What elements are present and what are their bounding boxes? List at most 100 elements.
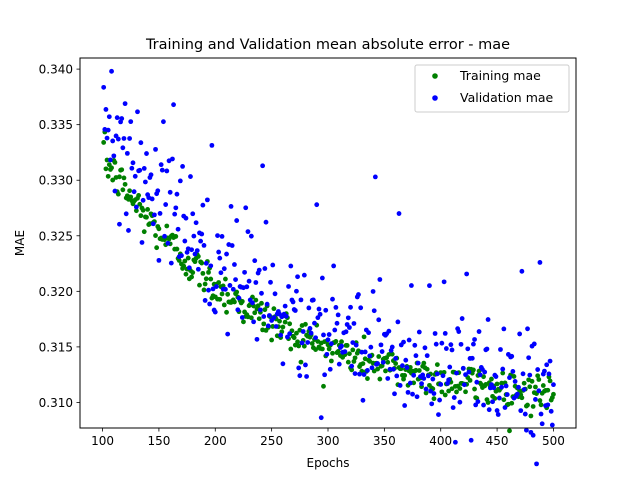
validation-mae-point bbox=[401, 339, 406, 345]
validation-mae-point bbox=[303, 362, 308, 368]
validation-mae-point bbox=[202, 298, 208, 303]
validation-mae-point bbox=[208, 263, 214, 269]
validation-mae-point bbox=[343, 329, 349, 335]
validation-mae-point bbox=[278, 332, 284, 338]
validation-mae-point bbox=[423, 386, 429, 392]
validation-mae-point bbox=[448, 342, 454, 348]
training-mae-point bbox=[361, 334, 367, 340]
training-mae-point bbox=[365, 376, 370, 381]
validation-mae-point bbox=[322, 372, 328, 378]
training-mae-point bbox=[467, 377, 473, 383]
validation-mae-point bbox=[392, 391, 397, 397]
validation-mae-point bbox=[345, 315, 351, 321]
training-mae-point bbox=[241, 319, 246, 325]
validation-mae-point bbox=[184, 249, 190, 255]
validation-mae-point bbox=[253, 280, 259, 285]
validation-mae-point bbox=[331, 263, 337, 269]
validation-mae-point bbox=[223, 286, 228, 292]
training-mae-point bbox=[217, 296, 223, 302]
validation-mae-point bbox=[437, 397, 442, 403]
x-axis: 100 150 200 250 300 350 400 450 500 bbox=[91, 428, 565, 448]
training-mae-point bbox=[383, 368, 388, 374]
validation-mae-point bbox=[530, 432, 536, 438]
validation-mae-point bbox=[319, 275, 325, 281]
validation-mae-point bbox=[439, 340, 445, 346]
training-mae-point bbox=[442, 392, 448, 398]
validation-mae-point bbox=[174, 191, 180, 197]
validation-mae-point bbox=[159, 167, 165, 173]
validation-mae-point bbox=[188, 174, 193, 179]
training-mae-point bbox=[309, 341, 315, 346]
training-mae-point bbox=[174, 246, 180, 252]
validation-mae-point bbox=[162, 233, 167, 239]
validation-mae-point bbox=[464, 271, 470, 277]
validation-mae-point bbox=[502, 405, 508, 410]
training-mae-point bbox=[120, 187, 126, 193]
validation-mae-point bbox=[379, 349, 385, 354]
validation-mae-point bbox=[527, 372, 533, 378]
validation-mae-point bbox=[325, 337, 331, 343]
validation-mae-point bbox=[317, 311, 323, 317]
training-mae-point bbox=[321, 383, 326, 389]
validation-mae-point bbox=[128, 119, 134, 125]
validation-mae-point bbox=[218, 270, 224, 276]
validation-mae-point bbox=[296, 365, 302, 371]
validation-mae-point bbox=[486, 407, 492, 413]
validation-mae-point bbox=[236, 295, 242, 301]
x-tick-label: 400 bbox=[429, 434, 452, 448]
training-mae-point bbox=[225, 291, 231, 297]
validation-mae-point bbox=[357, 371, 362, 377]
training-mae-point bbox=[173, 234, 179, 239]
validation-mae-point bbox=[457, 399, 463, 405]
training-mae-point bbox=[141, 229, 147, 235]
validation-mae-point bbox=[353, 342, 359, 348]
validation-mae-point bbox=[270, 262, 276, 268]
validation-mae-point bbox=[490, 399, 495, 405]
validation-mae-point bbox=[314, 202, 320, 208]
validation-mae-point bbox=[229, 243, 235, 248]
validation-mae-point bbox=[498, 347, 503, 352]
validation-mae-point bbox=[307, 326, 313, 331]
validation-mae-point bbox=[133, 204, 139, 210]
validation-mae-point bbox=[251, 319, 256, 325]
validation-mae-point bbox=[167, 189, 173, 195]
training-mae-point bbox=[154, 245, 160, 251]
training-mae-point bbox=[119, 167, 125, 173]
validation-mae-point bbox=[266, 313, 272, 318]
validation-mae-point bbox=[503, 383, 509, 389]
validation-mae-point bbox=[219, 234, 225, 239]
validation-mae-point bbox=[524, 427, 529, 433]
y-tick-label: 0.320 bbox=[39, 285, 73, 299]
training-mae-point bbox=[261, 321, 267, 327]
training-mae-point bbox=[112, 160, 118, 165]
training-mae-point bbox=[255, 303, 261, 309]
training-mae-point bbox=[224, 309, 229, 315]
validation-mae-point bbox=[521, 387, 527, 392]
validation-mae-point bbox=[443, 346, 449, 351]
training-mae-point bbox=[511, 374, 517, 379]
training-mae-point bbox=[133, 208, 139, 214]
validation-mae-point bbox=[335, 312, 341, 318]
training-mae-point bbox=[533, 384, 538, 390]
validation-mae-point bbox=[246, 278, 252, 284]
validation-mae-point bbox=[525, 326, 530, 332]
training-mae-point bbox=[103, 166, 109, 172]
training-mae-point bbox=[411, 380, 417, 386]
validation-mae-point bbox=[365, 368, 370, 373]
training-mae-point bbox=[547, 378, 553, 384]
validation-mae-point bbox=[395, 319, 401, 325]
validation-mae-point bbox=[150, 221, 156, 227]
validation-mae-point bbox=[259, 290, 264, 296]
validation-mae-point bbox=[405, 389, 411, 395]
validation-mae-point bbox=[514, 391, 520, 397]
validation-mae-point bbox=[157, 211, 163, 216]
validation-mae-point bbox=[245, 229, 251, 235]
training-mae-point bbox=[545, 387, 551, 393]
training-mae-point bbox=[277, 318, 282, 324]
validation-mae-point bbox=[306, 305, 312, 311]
training-mae-point bbox=[223, 276, 228, 282]
validation-mae-point bbox=[195, 266, 201, 272]
training-mae-point bbox=[375, 366, 380, 372]
validation-mae-point bbox=[431, 391, 437, 396]
validation-mae-point bbox=[292, 308, 298, 313]
